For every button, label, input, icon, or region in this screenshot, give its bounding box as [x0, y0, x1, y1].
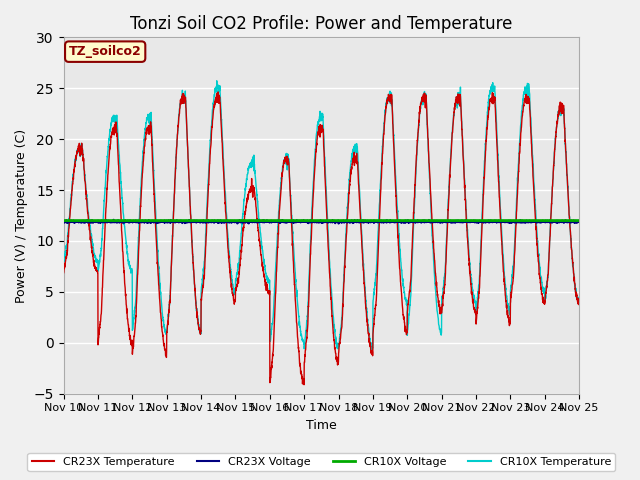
Text: TZ_soilco2: TZ_soilco2	[69, 45, 141, 58]
Title: Tonzi Soil CO2 Profile: Power and Temperature: Tonzi Soil CO2 Profile: Power and Temper…	[130, 15, 513, 33]
Y-axis label: Power (V) / Temperature (C): Power (V) / Temperature (C)	[15, 129, 28, 302]
Legend: CR23X Temperature, CR23X Voltage, CR10X Voltage, CR10X Temperature: CR23X Temperature, CR23X Voltage, CR10X …	[28, 453, 615, 471]
X-axis label: Time: Time	[306, 419, 337, 432]
